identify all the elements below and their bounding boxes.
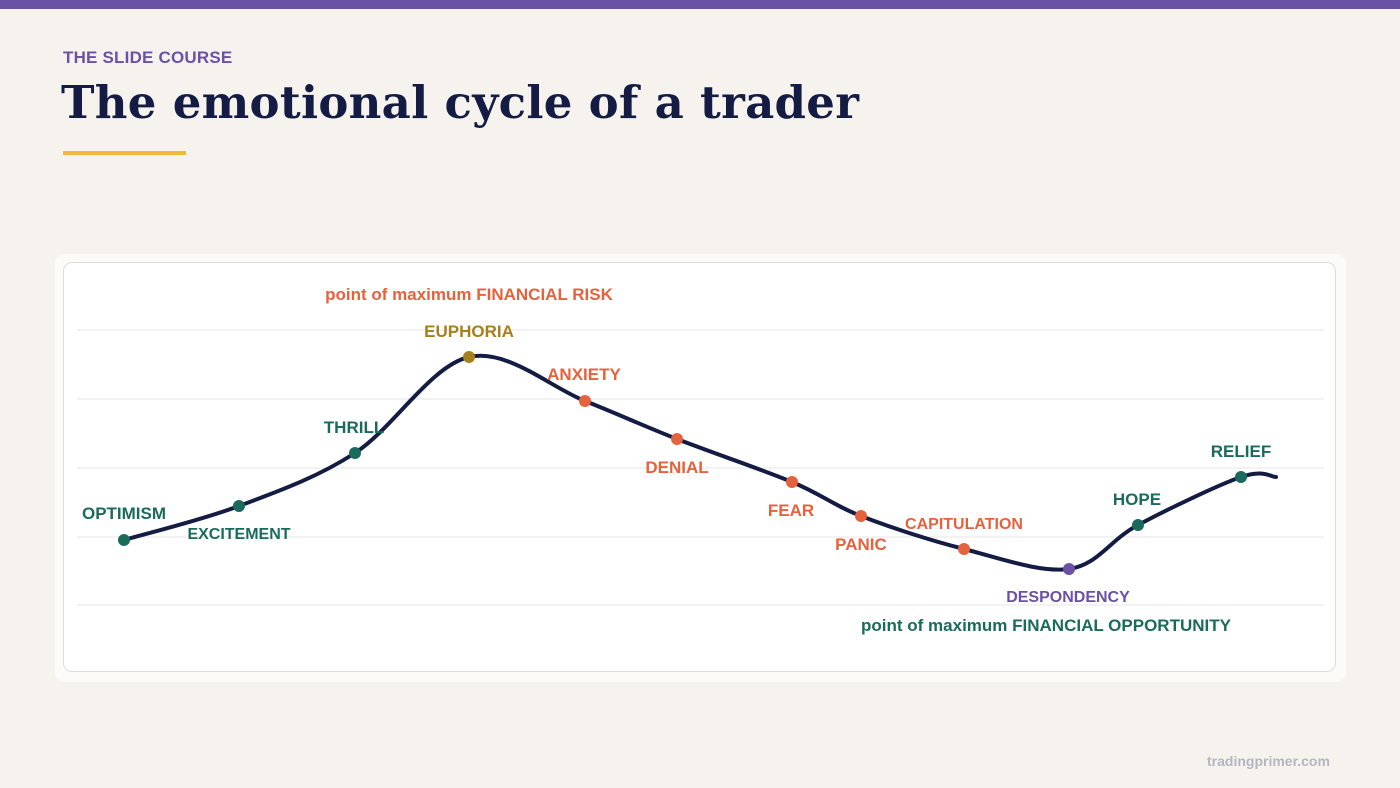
- stage-labels: OPTIMISM EXCITEMENT THRILL EUPHORIA ANXIETY D…: [82, 322, 1271, 606]
- stage-label-anxiety: ANXIETY: [547, 365, 621, 384]
- stage-label-hope: HOPE: [1113, 490, 1161, 509]
- stage-marker-thrill: [349, 447, 361, 459]
- stage-marker-excitement: [233, 500, 245, 512]
- stage-label-panic: PANIC: [835, 535, 887, 554]
- stage-marker-relief: [1235, 471, 1247, 483]
- title-underline: [63, 151, 186, 155]
- financial-opportunity-annotation: point of maximum FINANCIAL OPPORTUNITY: [861, 616, 1232, 635]
- stage-markers: [118, 351, 1247, 575]
- top-accent-bar: [0, 0, 1400, 9]
- stage-label-excitement: EXCITEMENT: [187, 526, 290, 543]
- stage-marker-despondency: [1063, 563, 1075, 575]
- stage-label-optimism: OPTIMISM: [82, 504, 166, 523]
- stage-marker-optimism: [118, 534, 130, 546]
- stage-marker-panic: [855, 510, 867, 522]
- stage-marker-euphoria: [463, 351, 475, 363]
- footer-brand: tradingprimer.com: [1207, 753, 1330, 769]
- stage-marker-denial: [671, 433, 683, 445]
- gridlines: [77, 329, 1324, 606]
- stage-marker-anxiety: [579, 395, 591, 407]
- stage-marker-fear: [786, 476, 798, 488]
- stage-label-denial: DENIAL: [645, 458, 708, 477]
- financial-risk-annotation: point of maximum FINANCIAL RISK: [325, 285, 613, 304]
- stage-label-despondency: DESPONDENCY: [1006, 589, 1130, 606]
- stage-label-thrill: THRILL: [324, 418, 384, 437]
- page-title: The emotional cycle of a trader: [61, 76, 860, 129]
- stage-marker-capitulation: [958, 543, 970, 555]
- stage-label-euphoria: EUPHORIA: [424, 322, 514, 341]
- stage-label-capitulation: CAPITULATION: [905, 516, 1023, 533]
- stage-marker-hope: [1132, 519, 1144, 531]
- stage-label-relief: RELIEF: [1211, 442, 1271, 461]
- stage-label-fear: FEAR: [768, 501, 814, 520]
- course-kicker: THE SLIDE COURSE: [63, 48, 233, 67]
